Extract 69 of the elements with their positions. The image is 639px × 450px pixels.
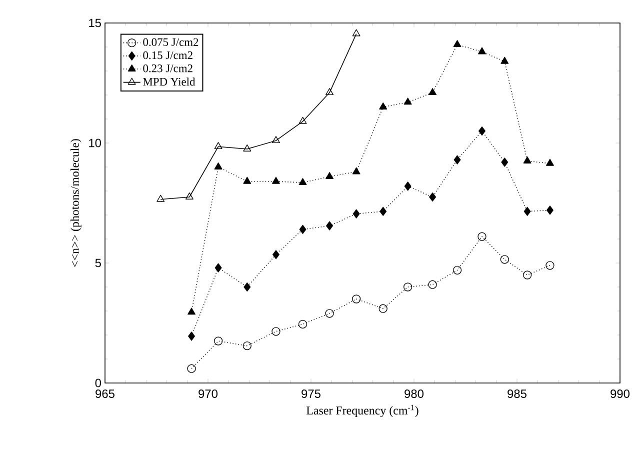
point [380,206,387,216]
point [546,158,554,166]
x-tick-label: 965 [96,390,114,398]
point [478,47,486,54]
point [546,206,554,215]
legend-label: 0.23 J/cm2 [143,64,192,72]
point [454,155,461,164]
point [188,332,196,341]
point [404,98,412,105]
point [428,280,437,289]
x-tick-label: 970 [198,390,218,398]
y-tick-label: 10 [89,138,102,148]
point [524,206,531,216]
point [272,327,280,336]
point [429,192,436,202]
point [352,209,360,218]
point [325,309,334,318]
point [546,261,554,270]
point [352,29,360,36]
point [243,144,252,152]
point [379,102,388,110]
point [326,88,334,96]
point [326,172,334,180]
point [214,162,222,170]
x-tick-label: 980 [404,390,424,398]
x-tick-label: 990 [610,390,630,398]
y-tick-label: 0 [95,378,102,388]
point [244,282,251,292]
point [188,308,196,315]
y-tick-label: 5 [95,258,101,268]
y-tick-label: 15 [89,18,101,28]
point [326,221,334,230]
point [298,320,308,329]
point [478,126,486,136]
point [272,250,280,260]
point [352,167,360,174]
point [522,270,532,280]
point [404,182,412,191]
point [500,56,509,64]
point [428,88,437,96]
point [156,194,165,202]
point [403,282,412,292]
point [378,304,388,313]
point [500,255,509,264]
point [501,158,508,167]
point [298,178,307,186]
point [523,156,532,164]
point [243,176,252,184]
point [242,341,252,350]
point [478,232,486,241]
x-axis-title: Laser Frequency (cm$^{-1}$) [306,404,418,417]
point [453,40,462,48]
point [214,142,222,150]
legend-label: 0.15 J/cm2 [143,51,192,60]
point [214,336,223,346]
point [272,176,280,184]
point [272,136,280,144]
point [187,364,196,373]
point [452,266,462,275]
x-tick-label: 975 [302,390,320,398]
point [214,263,222,272]
point [298,116,307,124]
legend-label: MPD Yield [143,78,196,86]
y-axis-title: <<n>> (photons/molecule) [70,139,82,267]
x-tick-label: 985 [508,390,526,398]
point [185,192,194,200]
point [352,294,361,304]
legend-label: 0.075 J/cm2 [143,38,198,46]
point [299,224,306,234]
